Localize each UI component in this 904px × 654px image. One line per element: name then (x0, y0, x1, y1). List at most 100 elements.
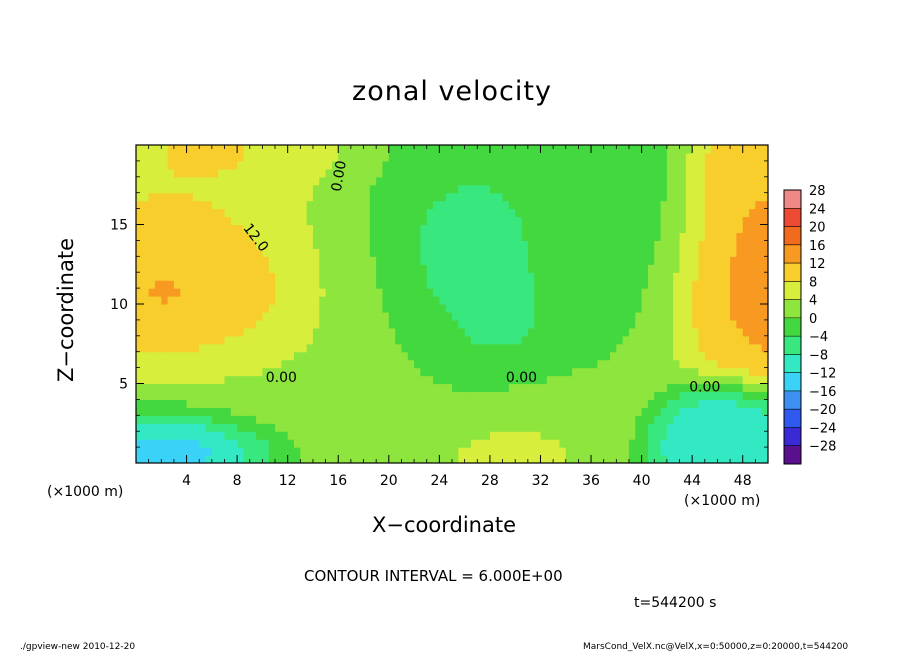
heatmap-cell (736, 335, 744, 345)
heatmap-cell (527, 327, 535, 337)
heatmap-cell (616, 256, 624, 265)
heatmap-cell (237, 367, 245, 377)
heatmap-cell (559, 256, 567, 265)
heatmap-cell (489, 288, 497, 297)
heatmap-cell (249, 192, 257, 202)
heatmap-cell (388, 359, 396, 369)
heatmap-cell (268, 192, 276, 202)
heatmap-cell (350, 232, 358, 241)
heatmap-cell (281, 152, 289, 162)
heatmap-cell (180, 264, 188, 273)
heatmap-cell (496, 343, 504, 353)
heatmap-cell (742, 423, 750, 432)
heatmap-cell (237, 407, 245, 416)
heatmap-cell (224, 192, 232, 202)
heatmap-cell (616, 288, 624, 297)
heatmap-cell (704, 455, 712, 463)
heatmap-cell (281, 240, 289, 249)
heatmap-cell (426, 184, 434, 194)
heatmap-cell (294, 375, 301, 385)
heatmap-cell (565, 288, 573, 297)
heatmap-cell (237, 176, 245, 186)
heatmap-cell (388, 272, 396, 281)
heatmap-cell (742, 319, 750, 329)
heatmap-cell (591, 264, 598, 273)
heatmap-cell (635, 319, 643, 329)
heatmap-cell (439, 280, 447, 289)
heatmap-cell (281, 304, 289, 313)
heatmap-cell (711, 407, 719, 416)
heatmap-cell (647, 367, 655, 377)
heatmap-cell (439, 240, 447, 249)
heatmap-cell (559, 327, 567, 337)
heatmap-cell (426, 359, 434, 369)
heatmap-cell (755, 311, 763, 321)
heatmap-cell (515, 327, 523, 337)
heatmap-cell (730, 415, 737, 424)
heatmap-cell (230, 208, 238, 218)
heatmap-cell (331, 280, 339, 289)
heatmap-cell (730, 272, 737, 281)
heatmap-cell (603, 145, 611, 154)
heatmap-cell (357, 248, 365, 257)
heatmap-cell (736, 407, 744, 416)
heatmap-cell (319, 367, 327, 377)
heatmap-cell (218, 343, 226, 353)
heatmap-cell (363, 415, 371, 424)
heatmap-cell (546, 327, 554, 337)
heatmap-cell (666, 216, 674, 226)
heatmap-cell (717, 248, 725, 257)
heatmap-cell (654, 224, 662, 234)
heatmap-cell (603, 200, 611, 210)
heatmap-cell (534, 208, 542, 218)
heatmap-cell (761, 351, 768, 361)
heatmap-cell (458, 224, 466, 234)
heatmap-cell (749, 264, 756, 273)
heatmap-cell (319, 343, 327, 353)
heatmap-cell (306, 383, 314, 393)
heatmap-cell (136, 168, 143, 178)
heatmap-cell (300, 240, 308, 249)
heatmap-cell (502, 168, 510, 178)
heatmap-cell (679, 327, 687, 337)
heatmap-cell (660, 280, 668, 289)
heatmap-cell (470, 272, 478, 281)
heatmap-cell (344, 296, 352, 305)
heatmap-cell (508, 455, 516, 463)
heatmap-cell (218, 431, 226, 440)
heatmap-cell (730, 375, 737, 385)
colorbar-cell (784, 390, 801, 410)
heatmap-cell (142, 383, 150, 393)
heatmap-cell (755, 399, 763, 408)
heatmap-cell (546, 272, 554, 281)
heatmap-cell (192, 407, 200, 416)
heatmap-cell (534, 455, 542, 463)
heatmap-cell (414, 455, 421, 463)
heatmap-cell (268, 296, 276, 305)
heatmap-cell (331, 256, 339, 265)
heatmap-cell (369, 391, 377, 400)
heatmap-cell (603, 216, 611, 226)
heatmap-cell (711, 232, 719, 241)
heatmap-cell (426, 272, 434, 281)
heatmap-cell (306, 415, 314, 424)
heatmap-cell (331, 431, 339, 440)
heatmap-cell (534, 383, 542, 393)
heatmap-cell (199, 399, 207, 408)
heatmap-cell (755, 224, 763, 234)
heatmap-cell (319, 415, 327, 424)
heatmap-cell (647, 343, 655, 353)
heatmap-cell (565, 216, 573, 226)
heatmap-cell (237, 192, 245, 202)
heatmap-cell (382, 216, 390, 226)
heatmap-cell (458, 447, 466, 456)
heatmap-cell (319, 391, 327, 400)
heatmap-cell (211, 145, 219, 154)
heatmap-cell (344, 232, 352, 241)
heatmap-cell (730, 232, 737, 241)
heatmap-cell (673, 168, 681, 178)
heatmap-cell (565, 296, 573, 305)
heatmap-cell (230, 184, 238, 194)
heatmap-cell (376, 152, 384, 162)
heatmap-cell (218, 455, 226, 463)
